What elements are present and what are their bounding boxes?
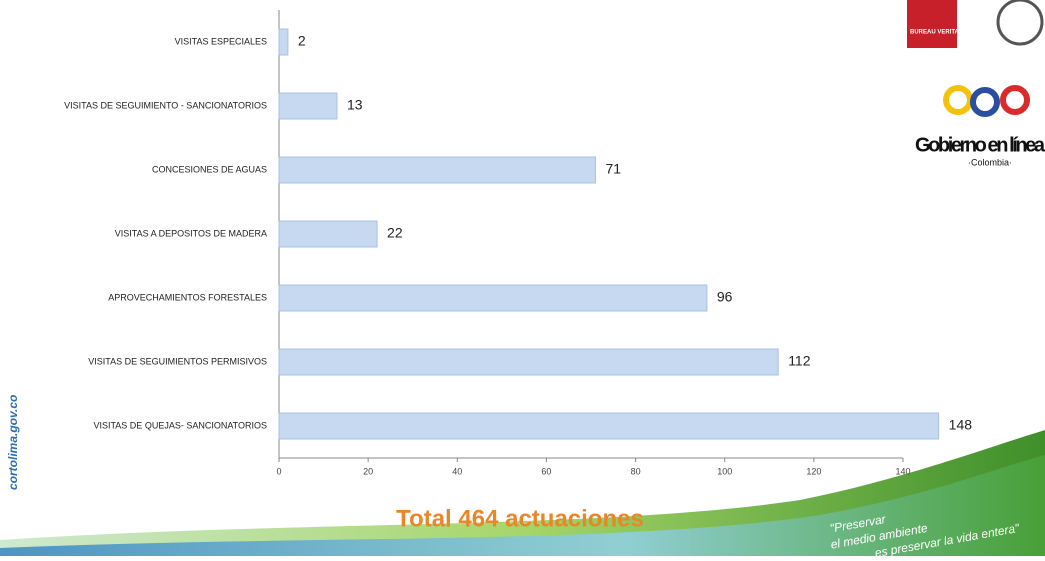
x-tick-label: 40 [452, 466, 462, 476]
logo-figure [973, 90, 997, 114]
y-tick-label: VISITAS DE SEGUIMIENTOS PERMISIVOS [88, 356, 267, 366]
y-tick-label: VISITAS DE QUEJAS- SANCIONATORIOS [93, 420, 267, 430]
logo-figure [1003, 88, 1027, 112]
certification-logo [907, 0, 957, 48]
value-label: 96 [717, 289, 733, 305]
seal [998, 0, 1042, 44]
gobierno-logo: Gobierno en línea [915, 134, 1045, 156]
y-tick-label: VISITAS DE SEGUIMIENTO - SANCIONATORIOS [64, 100, 267, 110]
website: cortolima.gov.co [6, 395, 20, 490]
value-label: 71 [605, 161, 621, 177]
x-tick-label: 60 [541, 466, 551, 476]
y-tick-label: VISITAS A DEPOSITOS DE MADERA [115, 228, 267, 238]
gobierno-country: ·Colombia· [968, 157, 1012, 167]
value-label: 22 [387, 225, 403, 241]
bar [279, 93, 337, 119]
y-tick-label: VISITAS ESPECIALES [175, 36, 267, 46]
x-tick-label: 100 [717, 466, 732, 476]
certification-text: BUREAU VERITAS [910, 30, 963, 36]
bar [279, 29, 288, 55]
value-label: 148 [949, 417, 973, 433]
bar [279, 221, 377, 247]
value-label: 13 [347, 97, 363, 113]
bar [279, 157, 595, 183]
y-tick-label: CONCESIONES DE AGUAS [152, 164, 267, 174]
total: Total 464 actuaciones [396, 505, 644, 532]
value-label: 2 [298, 33, 306, 49]
bar [279, 413, 939, 439]
x-tick-label: 140 [895, 466, 910, 476]
y-tick-label: APROVECHAMIENTOS FORESTALES [108, 292, 267, 302]
x-tick-label: 20 [363, 466, 373, 476]
x-tick-label: 120 [806, 466, 821, 476]
bar [279, 349, 778, 375]
x-tick-label: 0 [276, 466, 281, 476]
x-tick-label: 80 [631, 466, 641, 476]
logo-figure [946, 88, 970, 112]
bar [279, 285, 707, 311]
slide: Total 464 actuaciones cortolima.gov.co "… [0, 0, 1045, 556]
value-label: 112 [788, 353, 811, 369]
